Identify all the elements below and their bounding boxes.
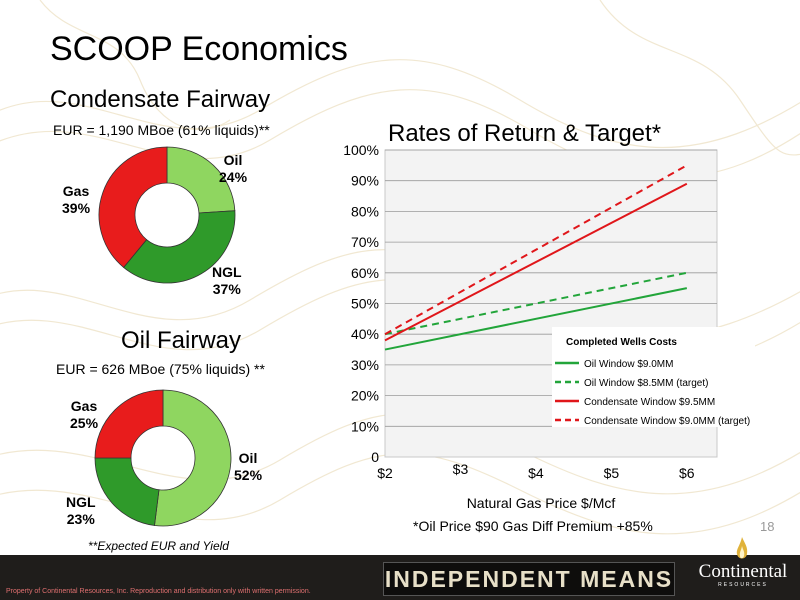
condensate-ngl-value: 37% bbox=[212, 281, 241, 297]
legend-entry: Oil Window $9.0MM bbox=[584, 359, 673, 370]
y-tick-label: 80% bbox=[351, 203, 379, 219]
condensate-gas-label: Gas 39% bbox=[62, 183, 90, 217]
oil-oil-value: 52% bbox=[234, 467, 263, 483]
series-line-3 bbox=[384, 182, 688, 342]
legend-entry: Oil Window $8.5MM (target) bbox=[584, 378, 708, 389]
condensate-ngl-label: NGL 37% bbox=[212, 264, 242, 298]
oil-slice-oil bbox=[154, 389, 232, 527]
condensate-oil-value: 24% bbox=[219, 169, 248, 185]
y-tick-label: 40% bbox=[351, 326, 379, 342]
oil-ngl-label: NGL 23% bbox=[66, 494, 96, 528]
oil-donut-chart bbox=[94, 389, 232, 527]
y-tick-label: 20% bbox=[351, 388, 379, 404]
condensate-oil-name: Oil bbox=[223, 152, 243, 168]
legend-title: Completed Wells Costs bbox=[566, 337, 677, 348]
series-line-4 bbox=[384, 164, 688, 336]
oil-fairway-title: Oil Fairway bbox=[121, 327, 242, 354]
oil-ngl-name: NGL bbox=[66, 494, 96, 510]
y-tick-label: 50% bbox=[351, 296, 379, 312]
copyright-text: Property of Continental Resources, Inc. … bbox=[6, 588, 311, 595]
page-title: SCOOP Economics bbox=[50, 30, 348, 68]
legend-box bbox=[552, 327, 755, 427]
oil-ngl-value: 23% bbox=[66, 511, 95, 527]
oil-oil-name: Oil bbox=[238, 450, 258, 466]
y-tick-label: 60% bbox=[351, 265, 379, 281]
oil-oil-label: Oil 52% bbox=[234, 450, 262, 484]
x-tick-label: $3 bbox=[453, 461, 469, 477]
oil-gas-value: 25% bbox=[70, 415, 99, 431]
condensate-slice-gas bbox=[98, 146, 168, 268]
y-tick-label: 70% bbox=[351, 234, 379, 250]
rates-of-return-chart: 0 10% 20% 30% 40% 50% 60% 70% 80% 90% 100% $2 $3 $4 $5… bbox=[343, 142, 755, 511]
independent-means-banner: INDEPENDENT MEANS bbox=[383, 562, 675, 596]
legend-entry: Condensate Window $9.0MM (target) bbox=[584, 416, 750, 427]
condensate-ngl-name: NGL bbox=[212, 264, 242, 280]
continental-logo: Continental RESOURCES bbox=[693, 562, 793, 596]
flame-logo-icon bbox=[736, 537, 748, 559]
oil-gas-label: Gas 25% bbox=[70, 398, 98, 432]
y-tick-label: 10% bbox=[351, 418, 379, 434]
condensate-eur-text: EUR = 1,190 MBoe (61% liquids)** bbox=[53, 122, 270, 138]
condensate-donut-chart bbox=[98, 146, 236, 284]
y-tick-label: 100% bbox=[343, 142, 379, 158]
series-line-2 bbox=[384, 271, 688, 336]
x-axis-label: Natural Gas Price $/Mcf bbox=[467, 495, 616, 511]
x-tick-label: $5 bbox=[604, 465, 620, 481]
oil-gas-name: Gas bbox=[70, 398, 98, 414]
series-line-1 bbox=[384, 287, 688, 351]
oil-slice-gas bbox=[94, 389, 164, 459]
x-tick-label: $2 bbox=[377, 465, 393, 481]
rates-chart-title: Rates of Return & Target* bbox=[388, 120, 662, 147]
oil-eur-text: EUR = 626 MBoe (75% liquids) ** bbox=[56, 361, 265, 377]
condensate-fairway-title: Condensate Fairway bbox=[50, 86, 271, 113]
y-tick-label: 0 bbox=[371, 449, 379, 465]
oil-slice-ngl bbox=[94, 457, 160, 526]
price-assumption-footnote: *Oil Price $90 Gas Diff Premium +85% bbox=[413, 518, 653, 534]
y-tick-label: 90% bbox=[351, 173, 379, 189]
legend-entry: Condensate Window $9.5MM bbox=[584, 397, 715, 408]
page-number: 18 bbox=[760, 519, 775, 534]
logo-name: Continental bbox=[698, 561, 788, 582]
condensate-gas-value: 39% bbox=[62, 200, 91, 216]
condensate-oil-label: Oil 24% bbox=[219, 152, 247, 186]
condensate-slice-ngl bbox=[123, 210, 236, 284]
x-tick-label: $4 bbox=[528, 465, 544, 481]
logo-subtext: RESOURCES bbox=[718, 582, 768, 588]
x-tick-label: $6 bbox=[679, 465, 695, 481]
y-tick-label: 30% bbox=[351, 357, 379, 373]
condensate-gas-name: Gas bbox=[62, 183, 90, 199]
expected-eur-footnote: **Expected EUR and Yield bbox=[88, 539, 229, 553]
